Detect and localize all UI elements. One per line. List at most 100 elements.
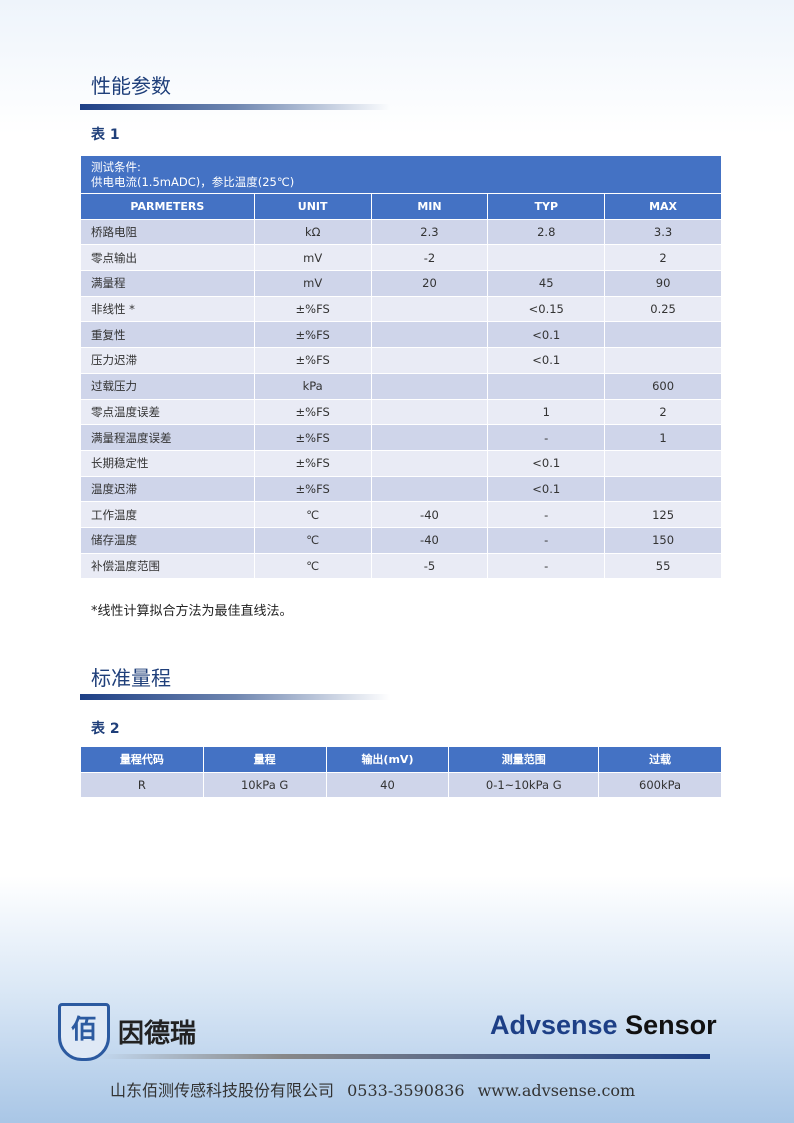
table-row: 桥路电阻 kΩ 2.3 2.8 3.3 [80, 218, 722, 246]
table-row: 储存温度 ℃ -40-150 [80, 526, 722, 554]
condition-line: 供电电流(1.5mADC)，参比温度(25℃) [91, 174, 295, 189]
footnote: *线性计算拟合方法为最佳直线法。 [91, 604, 293, 619]
table-cell: 55 [604, 552, 722, 580]
logo-text: 因德瑞 [118, 1019, 197, 1049]
table-row: 零点输出 mV -2 2 [80, 244, 722, 272]
company-logo-icon: 佰 [58, 1003, 110, 1061]
table-cell [604, 321, 722, 349]
footer-divider [100, 1054, 710, 1059]
table-cell [370, 475, 489, 503]
table-cell: 10kPa G [202, 771, 327, 799]
table-cell: - [487, 424, 606, 451]
table-cell: <0.1 [487, 321, 606, 349]
table-cell: 2.3 [370, 218, 489, 246]
table-cell [370, 321, 489, 349]
table-cell: 0-1~10kPa G [448, 771, 600, 799]
table-cell: 压力迟滞 [80, 347, 255, 374]
condition-line: 测试条件: [91, 159, 141, 174]
table-cell: kΩ [253, 218, 372, 246]
table-row: 温度迟滞 ±%FS <0.1 [80, 475, 722, 503]
table-cell: mV [253, 244, 372, 272]
table-cell: - [487, 526, 606, 554]
column-header: UNIT [253, 193, 372, 220]
table-cell: 2 [604, 244, 722, 272]
table-row: 重复性 ±%FS <0.1 [80, 321, 722, 349]
table-row: 补偿温度范围 ℃ -5-55 [80, 552, 722, 580]
website-link[interactable]: www.advsense.com [477, 1081, 636, 1100]
column-header: TYP [487, 193, 606, 220]
table-cell: 20 [370, 270, 489, 297]
table-cell: 40 [325, 771, 450, 799]
title-underline [80, 694, 390, 700]
table-cell: 1 [487, 398, 606, 426]
table-cell: kPa [253, 372, 372, 400]
table-row: R 10kPa G 40 0-1~10kPa G 600kPa [80, 771, 722, 799]
table-cell: ±%FS [253, 475, 372, 503]
range-table: 量程代码 量程 输出(mV) 测量范围 过载 R 10kPa G 40 0-1~10kPa G… [80, 746, 722, 799]
table-cell: 长期稳定性 [80, 449, 255, 477]
table-cell [487, 244, 606, 272]
table-cell: -40 [370, 501, 489, 528]
table-cell [370, 424, 489, 451]
table-cell: 600 [604, 372, 722, 400]
table-cell: R [80, 771, 204, 799]
table-cell: <0.1 [487, 449, 606, 477]
company-name: 山东佰测传感科技股份有限公司 [110, 1081, 335, 1100]
table-cell: 3.3 [604, 218, 722, 246]
table1-label: 表 1 [91, 127, 120, 143]
table-cell: 过载压力 [80, 372, 255, 400]
table-cell: 满量程 [80, 270, 255, 297]
table-cell: 125 [604, 501, 722, 528]
column-header: 输出(mV) [325, 746, 450, 773]
table-cell: ℃ [253, 552, 372, 580]
table-cell: ±%FS [253, 347, 372, 374]
table-row: 零点温度误差 ±%FS 1 2 [80, 398, 722, 426]
table-cell: 45 [487, 270, 606, 297]
column-header: MIN [370, 193, 489, 220]
table-cell [604, 347, 722, 374]
table-cell: ±%FS [253, 424, 372, 451]
phone: 0533-3590836 [347, 1081, 465, 1100]
table-cell: - [487, 501, 606, 528]
table-cell: 桥路电阻 [80, 218, 255, 246]
table-cell [370, 372, 489, 400]
table-cell: 90 [604, 270, 722, 297]
table-cell: ±%FS [253, 295, 372, 323]
table-cell [604, 449, 722, 477]
table-cell: 2 [604, 398, 722, 426]
section-title-range: 标准量程 [91, 666, 171, 690]
brand-black: Sensor [625, 1010, 717, 1040]
table-cell: 0.25 [604, 295, 722, 323]
section-title-performance: 性能参数 [91, 74, 171, 98]
table-cell: mV [253, 270, 372, 297]
table-cell: 储存温度 [80, 526, 255, 554]
table-cell [370, 449, 489, 477]
table-cell [370, 347, 489, 374]
contact-line: 山东佰测传感科技股份有限公司 0533-3590836 www.advsense… [110, 1077, 635, 1101]
table-cell: 零点温度误差 [80, 398, 255, 426]
table-cell: 非线性 * [80, 295, 255, 323]
table-cell: 温度迟滞 [80, 475, 255, 503]
table-cell: <0.1 [487, 475, 606, 503]
table-row: 非线性 * ±%FS <0.15 0.25 [80, 295, 722, 323]
table-row: 过载压力 kPa 600 [80, 372, 722, 400]
table-cell: ℃ [253, 501, 372, 528]
table-cell [370, 295, 489, 323]
table-row: 工作温度 ℃ -40-125 [80, 501, 722, 528]
table-cell: ±%FS [253, 449, 372, 477]
test-condition: 测试条件: 供电电流(1.5mADC)，参比温度(25℃) [80, 155, 722, 194]
table-cell: <0.15 [487, 295, 606, 323]
column-header: 量程代码 [80, 746, 204, 773]
brand-blue: Advsense [490, 1010, 618, 1040]
performance-table: 测试条件: 供电电流(1.5mADC)，参比温度(25℃) PARMETERS UN… [80, 155, 722, 580]
table-cell: 满量程温度误差 [80, 424, 255, 451]
title-underline [80, 104, 390, 110]
table-cell: 150 [604, 526, 722, 554]
table-cell: 2.8 [487, 218, 606, 246]
table-cell [604, 475, 722, 503]
column-header: MAX [604, 193, 722, 220]
table-cell [487, 372, 606, 400]
column-header: 测量范围 [448, 746, 600, 773]
table-cell: -40 [370, 526, 489, 554]
table-row: 满量程温度误差 ±%FS -1 [80, 424, 722, 451]
